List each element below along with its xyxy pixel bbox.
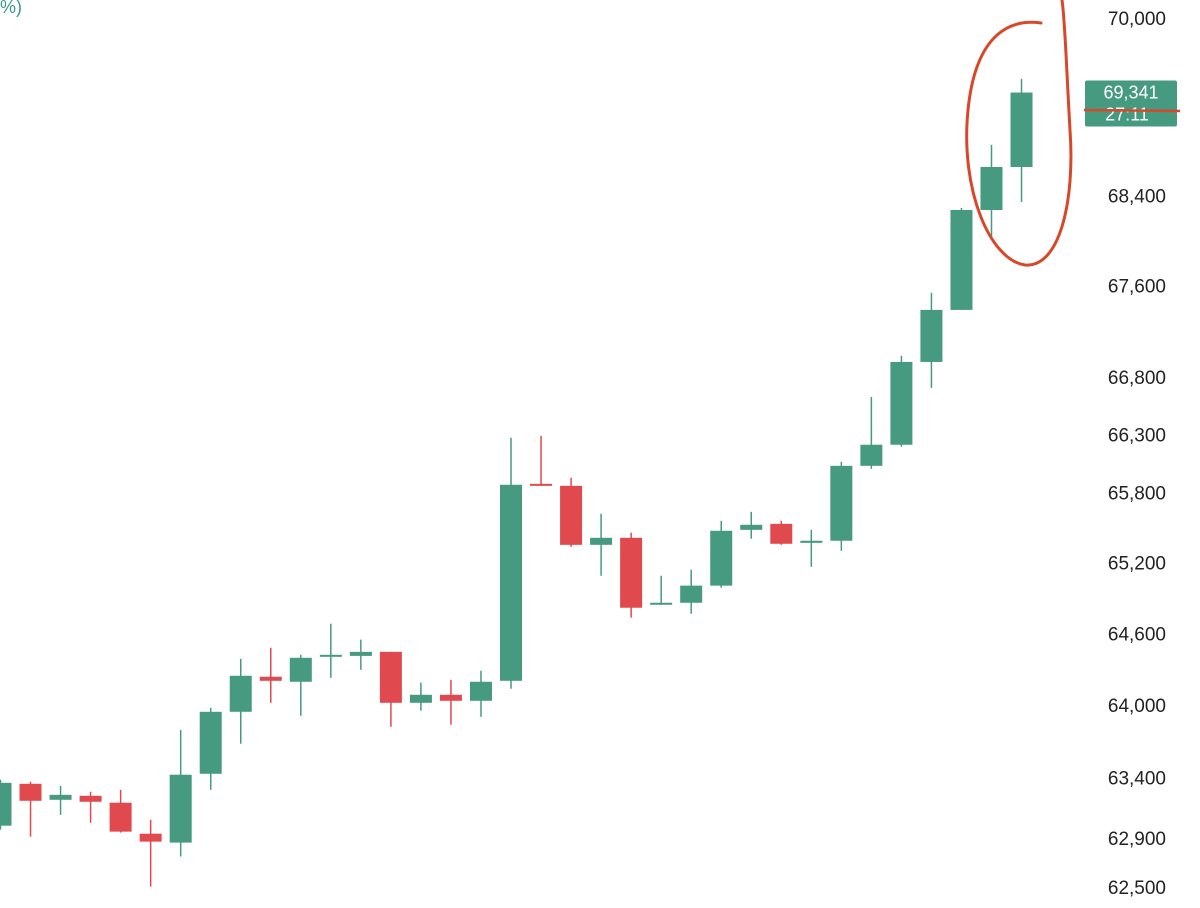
candle-body [139, 833, 162, 842]
candle-body [770, 523, 793, 544]
annotation-circle [965, 0, 1073, 267]
candle-body [890, 361, 913, 445]
y-tick-label: 64,000 [1108, 696, 1166, 717]
candle-body [530, 483, 553, 486]
y-tick-label: 67,600 [1108, 277, 1166, 298]
candle-body [710, 530, 733, 586]
candle-body [259, 676, 282, 681]
candle-body [800, 540, 823, 543]
candle-body [0, 782, 12, 826]
candle-body [920, 309, 943, 362]
candle-body [469, 681, 492, 701]
candle-body [860, 444, 883, 466]
candle-body [590, 537, 613, 545]
y-tick-label: 62,500 [1108, 878, 1166, 899]
candle-body [439, 694, 462, 701]
candle-body [169, 774, 192, 843]
subtitle: %) [0, 0, 22, 17]
candle-body [1010, 92, 1033, 167]
y-tick-label: 66,300 [1108, 425, 1166, 446]
candle-body [49, 794, 72, 800]
y-tick-label: 65,200 [1108, 554, 1166, 575]
candle-body [229, 675, 252, 712]
candle-body [19, 783, 42, 801]
candle-body [79, 795, 102, 802]
candle-body [950, 209, 973, 310]
y-tick-label: 62,900 [1108, 829, 1166, 850]
candle-body [740, 524, 763, 530]
candle-body [560, 485, 583, 545]
candle-body [349, 651, 372, 656]
candle-body [109, 802, 132, 832]
candle-body [379, 651, 402, 703]
candle-body [500, 484, 523, 681]
price-label-box [1085, 80, 1177, 127]
y-tick-label: 65,800 [1108, 483, 1166, 504]
countdown-label: 27:11 [1105, 104, 1149, 124]
candle-body [980, 166, 1003, 210]
candle-body [319, 654, 342, 657]
candle-body [620, 537, 643, 608]
candle-body [199, 711, 222, 774]
price-label: 69,341 [1103, 82, 1158, 102]
candle-body [830, 465, 853, 541]
candle-body [289, 657, 312, 682]
annotation-stroke [1083, 108, 1181, 113]
candle-body [680, 585, 703, 603]
candle-body [650, 602, 673, 605]
y-tick-label: 63,400 [1108, 768, 1166, 789]
y-tick-label: 70,000 [1108, 9, 1166, 30]
candle-body [409, 694, 432, 703]
y-tick-label: 68,400 [1108, 186, 1166, 207]
y-tick-label: 64,600 [1108, 625, 1166, 646]
y-tick-label: 66,800 [1108, 368, 1166, 389]
